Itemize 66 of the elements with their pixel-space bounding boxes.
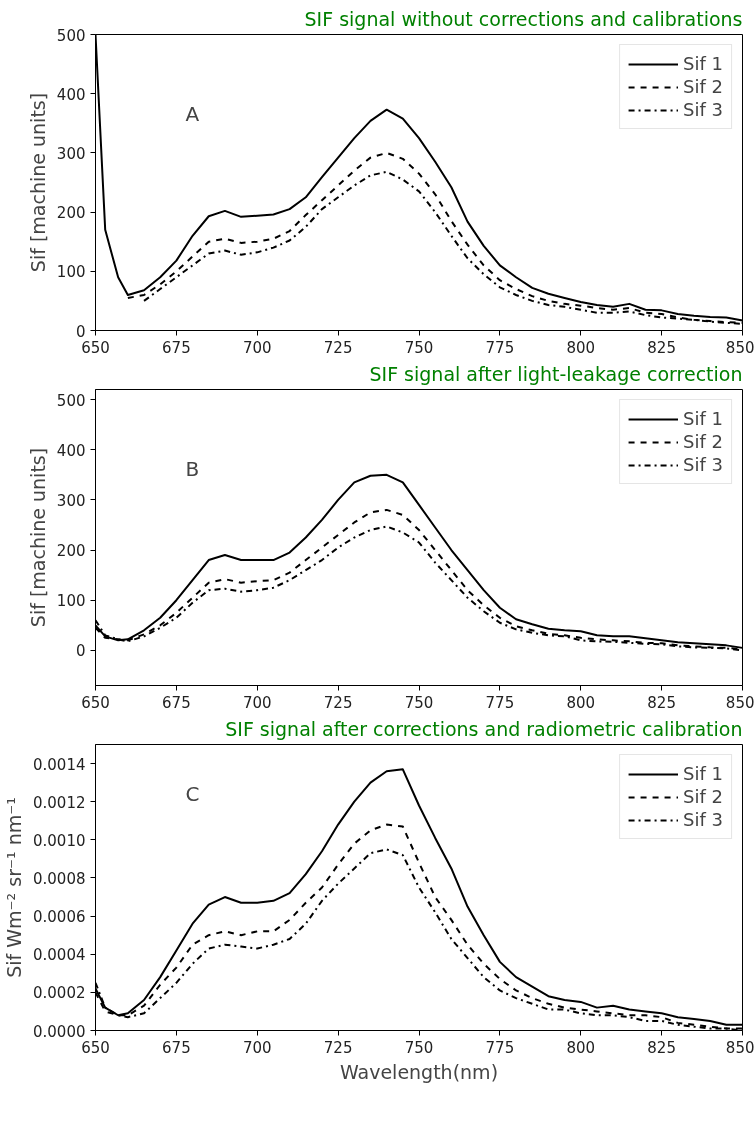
y-tick-label: 0.0014 xyxy=(33,755,86,774)
x-tick-label: 775 xyxy=(485,1038,515,1057)
y-tick-label: 500 xyxy=(56,391,86,410)
x-tick-label: 825 xyxy=(647,693,676,712)
x-tick-label: 700 xyxy=(242,1038,272,1057)
y-tick-label: 0.0010 xyxy=(33,831,86,850)
y-axis-title: Sif Wm⁻² sr⁻¹ nm⁻¹ xyxy=(3,797,26,978)
legend-label: Sif 1 xyxy=(683,408,723,429)
x-tick-label: 750 xyxy=(404,1038,434,1057)
y-tick-label: 0.0006 xyxy=(33,908,86,927)
y-tick-label: 400 xyxy=(56,441,86,460)
chart-title: SIF signal without corrections and calibrations xyxy=(304,7,743,30)
x-tick-label: 675 xyxy=(162,1038,191,1057)
legend-label: Sif 1 xyxy=(683,763,723,784)
x-tick-label: 775 xyxy=(485,693,515,712)
y-tick-label: 0 xyxy=(75,322,86,341)
x-tick-label: 775 xyxy=(485,338,515,357)
y-tick-label: 0.0012 xyxy=(33,793,86,812)
y-tick-label: 500 xyxy=(56,26,86,45)
y-tick-label: 0.0008 xyxy=(33,869,86,888)
legend-label: Sif 2 xyxy=(683,786,723,807)
chart-title: SIF signal after light-leakage correction xyxy=(369,362,743,385)
y-tick-label: 0.0000 xyxy=(33,1022,86,1041)
chart-title: SIF signal after corrections and radiometric calibration xyxy=(225,717,743,740)
y-tick-label: 0.0004 xyxy=(33,946,86,965)
x-tick-label: 800 xyxy=(566,1038,596,1057)
legend-label: Sif 1 xyxy=(683,53,723,74)
x-tick-label: 725 xyxy=(323,693,353,712)
x-tick-label: 750 xyxy=(404,338,434,357)
y-tick-label: 200 xyxy=(56,204,86,223)
x-tick-label: 750 xyxy=(404,693,434,712)
x-tick-label: 700 xyxy=(242,338,272,357)
x-tick-label: 800 xyxy=(566,338,596,357)
x-tick-label: 725 xyxy=(323,338,353,357)
y-tick-label: 100 xyxy=(56,263,86,282)
legend-label: Sif 3 xyxy=(683,809,723,830)
legend-label: Sif 3 xyxy=(683,454,723,475)
x-tick-label: 825 xyxy=(647,1038,676,1057)
y-axis-title: Sif [machine units] xyxy=(26,92,49,273)
y-axis-title: Sif [machine units] xyxy=(26,447,49,628)
x-tick-label: 725 xyxy=(323,1038,353,1057)
y-tick-label: 0 xyxy=(75,642,86,661)
x-tick-label: 825 xyxy=(647,338,676,357)
legend-label: Sif 2 xyxy=(683,431,723,452)
y-tick-label: 400 xyxy=(56,85,86,104)
y-tick-label: 200 xyxy=(56,542,86,561)
x-axis-title: Wavelength(nm) xyxy=(339,1060,499,1083)
x-tick-label: 650 xyxy=(81,338,110,357)
legend-label: Sif 2 xyxy=(683,76,723,97)
x-tick-label: 700 xyxy=(242,693,272,712)
y-tick-label: 0.0002 xyxy=(33,984,86,1003)
y-tick-label: 300 xyxy=(56,144,86,163)
x-tick-label: 850 xyxy=(725,338,754,357)
x-tick-label: 650 xyxy=(81,693,110,712)
x-tick-label: 675 xyxy=(162,693,191,712)
annotation: B xyxy=(185,456,200,481)
x-tick-label: 800 xyxy=(566,693,596,712)
legend-label: Sif 3 xyxy=(683,99,723,120)
annotation: C xyxy=(185,781,200,806)
y-tick-label: 100 xyxy=(56,592,86,611)
x-tick-label: 850 xyxy=(725,693,754,712)
x-tick-label: 850 xyxy=(725,1038,754,1057)
annotation: A xyxy=(185,101,200,126)
y-tick-label: 300 xyxy=(56,491,86,510)
x-tick-label: 650 xyxy=(81,1038,110,1057)
x-tick-label: 675 xyxy=(162,338,191,357)
